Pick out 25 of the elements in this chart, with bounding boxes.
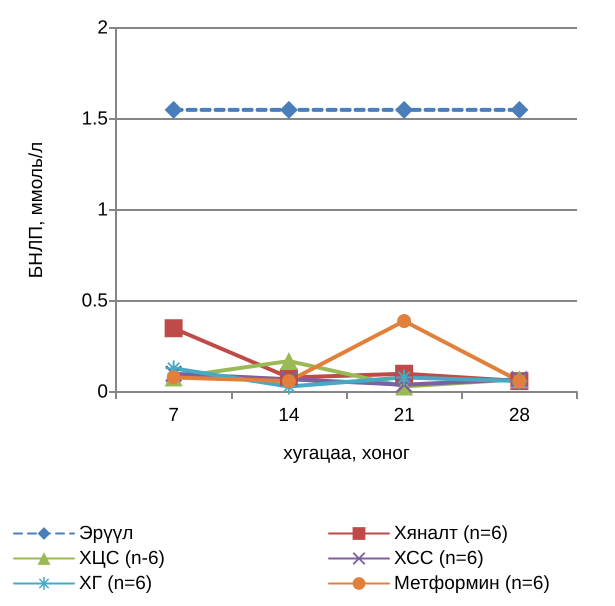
point	[280, 352, 298, 370]
x-axis-title: хугацаа, хоног	[283, 443, 410, 464]
x-tick-label: 7	[168, 405, 179, 426]
legend-label: Хяналт (n=6)	[394, 523, 508, 544]
legend-label: Эрүүл	[79, 523, 134, 544]
point	[510, 100, 528, 119]
point	[164, 319, 183, 338]
legend-label: Метформин (n=6)	[394, 573, 550, 594]
y-tick-label: 0.5	[82, 290, 108, 312]
point	[280, 100, 298, 119]
point	[397, 314, 412, 328]
legend-label: ХЦС (n-6)	[79, 548, 165, 569]
legend-label: ХГ (n=6)	[79, 573, 152, 594]
x-tick-label: 21	[394, 405, 415, 426]
y-axis-title: БНЛП, ммоль/л	[26, 142, 47, 278]
y-tick-label: 0	[97, 382, 108, 402]
point	[164, 100, 183, 119]
legend-label: ХСС (n=6)	[394, 548, 484, 569]
x-tick-label: 14	[278, 405, 300, 426]
x-tick-label: 28	[508, 405, 530, 426]
y-tick-label: 2	[97, 18, 108, 38]
y-tick-label: 1	[97, 200, 108, 220]
y-tick-label: 1.5	[82, 108, 108, 130]
point	[395, 100, 414, 119]
point	[396, 369, 412, 386]
